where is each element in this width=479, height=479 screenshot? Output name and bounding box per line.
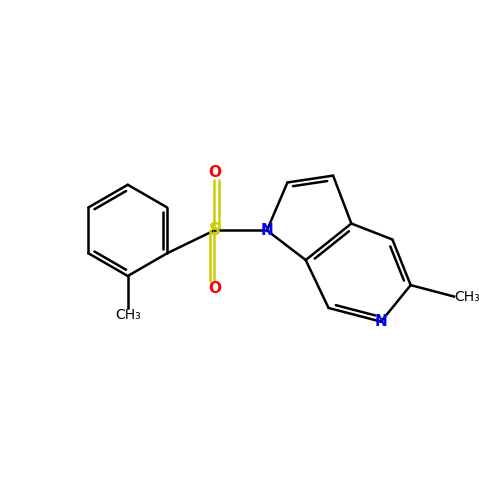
Text: N: N (375, 314, 388, 329)
Text: CH₃: CH₃ (115, 308, 141, 322)
Text: CH₃: CH₃ (454, 289, 479, 304)
Text: S: S (208, 221, 220, 240)
Text: O: O (208, 165, 221, 180)
Text: N: N (261, 223, 274, 238)
Text: O: O (208, 281, 221, 296)
